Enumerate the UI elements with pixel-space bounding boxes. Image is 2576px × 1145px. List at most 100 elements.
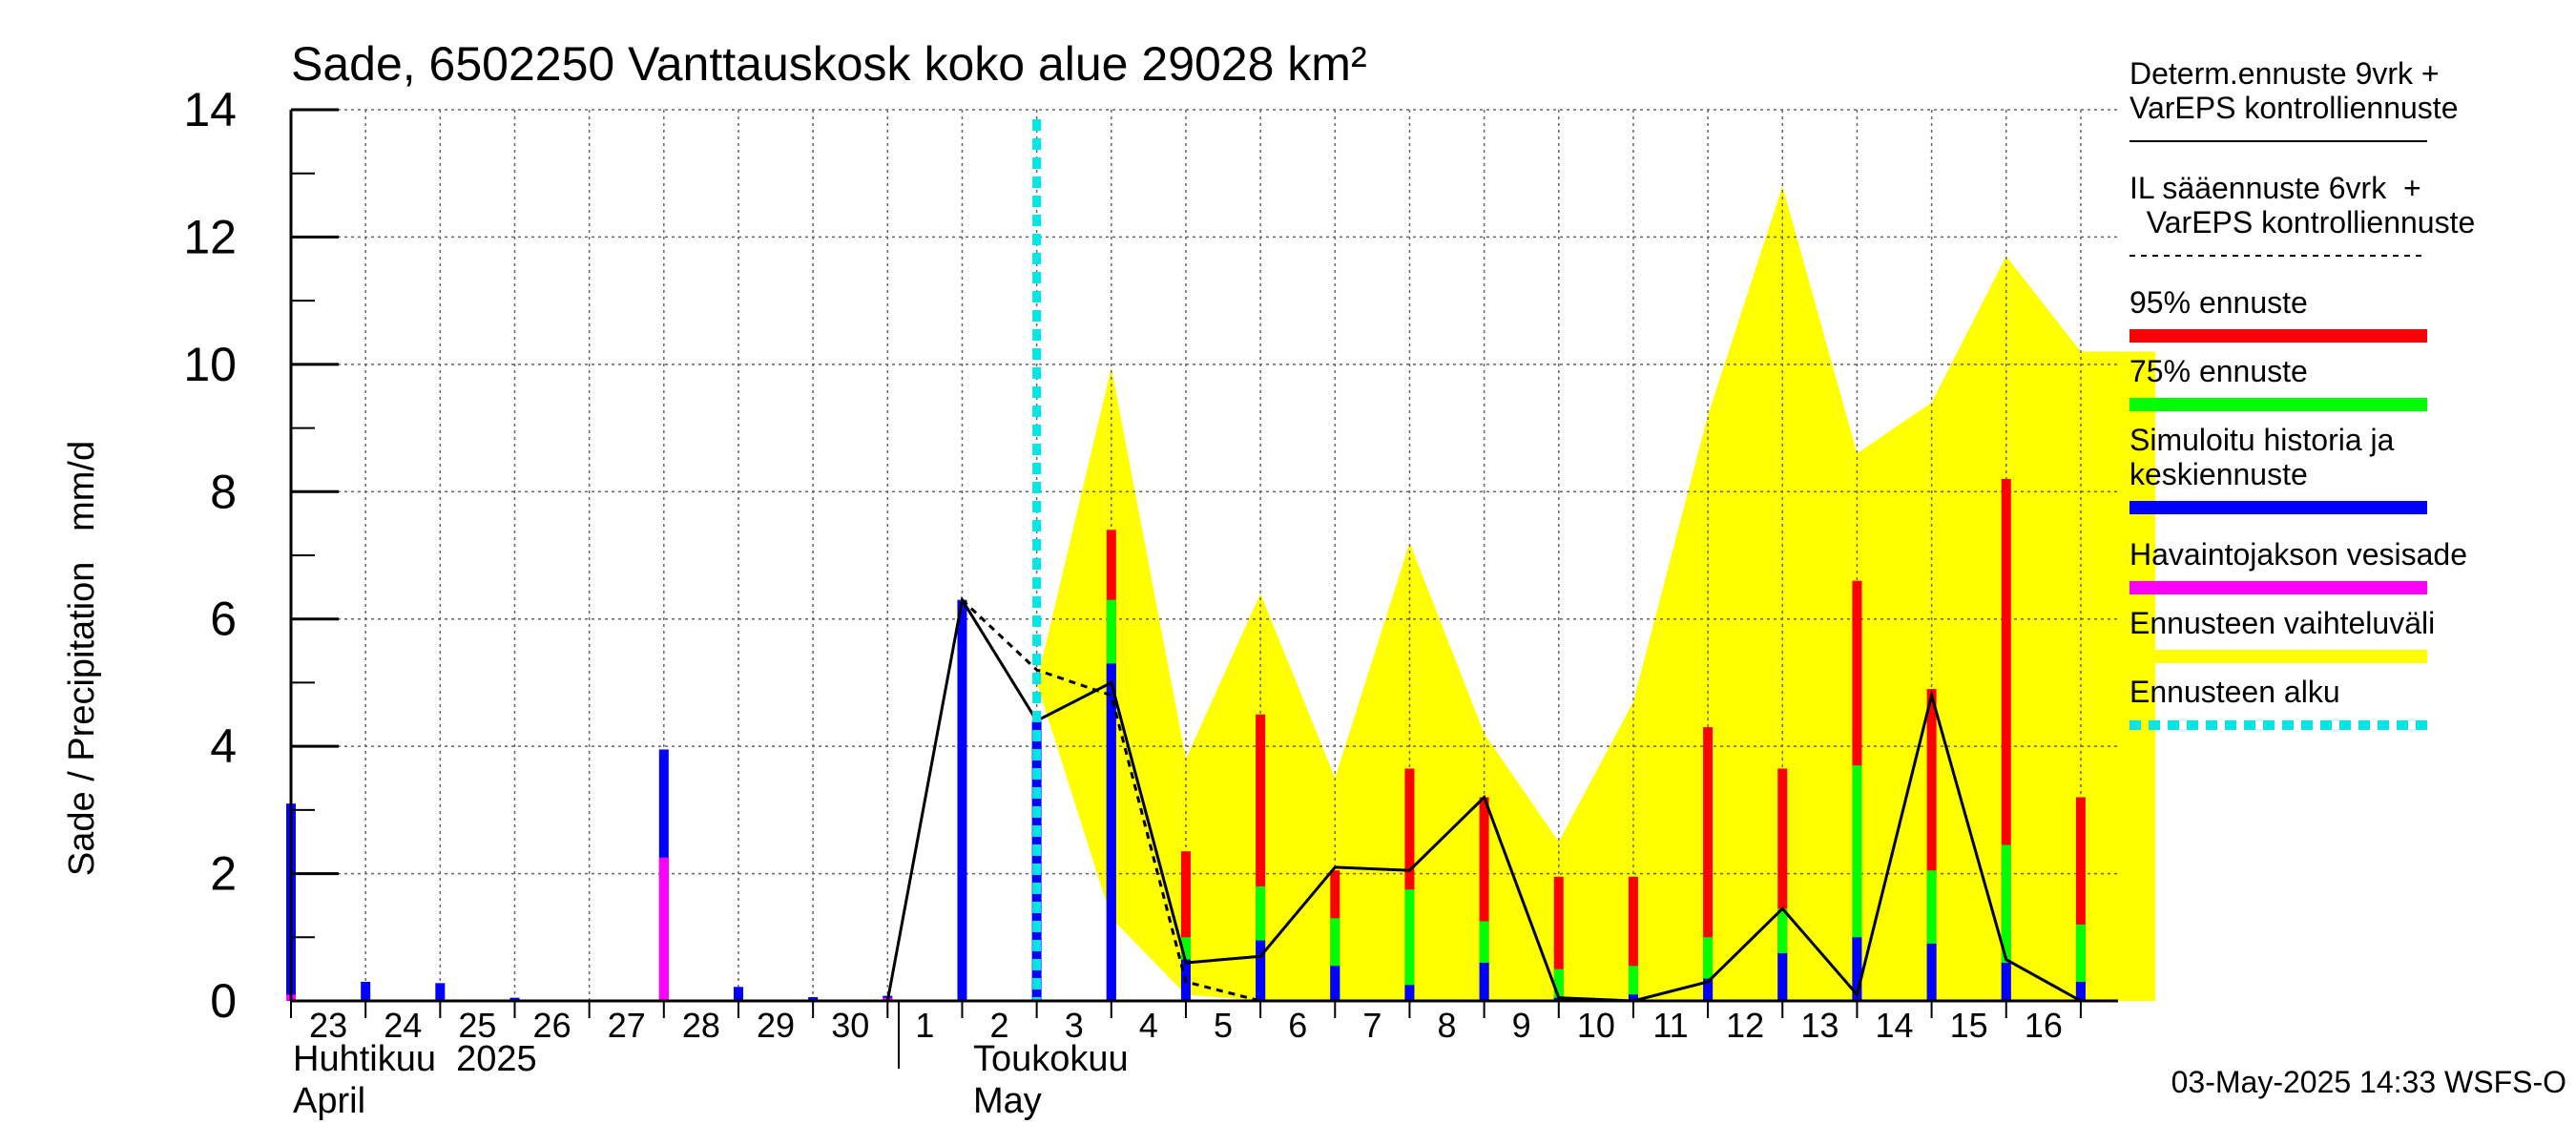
forecast-95-bar-20 [1777, 768, 1788, 1001]
x-tick-label-9: 9 [1512, 1006, 1531, 1045]
legend-label-2-line-0: 95% ennuste [2129, 285, 2308, 320]
month-label-april-en: April [293, 1081, 365, 1121]
forecast-75-bar-16 [1479, 921, 1489, 1001]
x-tick-label-8: 8 [1438, 1006, 1457, 1045]
x-tick-label-27: 27 [608, 1006, 646, 1045]
forecast-75-bar-19 [1703, 937, 1714, 1001]
forecast-median-bar-22 [1926, 943, 1937, 1001]
history-bar-24 [361, 981, 371, 1001]
x-tick-label-12: 12 [1726, 1006, 1764, 1045]
forecast-median-bar-15 [1404, 985, 1415, 1001]
chart-title: Sade, 6502250 Vanttauskosk koko alue 290… [291, 37, 1367, 91]
forecast-range-band-layer [1036, 186, 2156, 1002]
forecast-median-bar-14 [1330, 966, 1340, 1001]
x-tick-label-29: 29 [757, 1006, 795, 1045]
forecast-75-bar-21 [1852, 765, 1862, 1001]
forecast-75-bar-22 [1926, 870, 1937, 1001]
history-bar-29 [733, 987, 743, 1001]
footer-timestamp: 03-May-2025 14:33 WSFS-O [2171, 1065, 2566, 1099]
forecast-95-bar-17 [1553, 876, 1564, 1001]
forecast-95-bar-22 [1926, 689, 1937, 1001]
x-tick-label-26: 26 [533, 1006, 571, 1045]
month-label-april-fi: Huhtikuu 2025 [293, 1039, 537, 1079]
legend-label-4-line-1: keskiennuste [2129, 457, 2308, 491]
legend: Determ.ennuste 9vrk +VarEPS kontrollienn… [2129, 56, 2475, 730]
forecast-75-bar-23 [2001, 844, 2011, 1001]
forecast-median-bar-19 [1703, 978, 1714, 1001]
x-tick-label-7: 7 [1362, 1006, 1381, 1045]
x-tick-label-14: 14 [1875, 1006, 1913, 1045]
legend-label-0-line-1: VarEPS kontrolliennuste [2129, 91, 2458, 125]
y-tick-label-12: 12 [183, 210, 237, 263]
observed-bar-28 [658, 857, 669, 1001]
y-tick-label-4: 4 [210, 719, 237, 773]
forecast-95-bar-13 [1256, 714, 1266, 1001]
y-axis-label: Sade / Precipitation mm/d [62, 441, 102, 876]
legend-label-1-line-1: VarEPS kontrolliennuste [2129, 205, 2475, 239]
forecast-95-bar-12 [1180, 851, 1191, 1001]
legend-label-7-line-0: Ennusteen alku [2129, 675, 2340, 709]
axes [289, 108, 2118, 1069]
forecast-median-bar-23 [2001, 962, 2011, 1001]
history-bar-26 [509, 997, 520, 1001]
forecast-75-bar-17 [1553, 968, 1564, 1001]
y-tick-label-2: 2 [210, 847, 237, 901]
legend-label-3-line-0: 75% ennuste [2129, 354, 2308, 388]
x-tick-label-2: 2 [990, 1006, 1009, 1045]
forecast-median-bar-18 [1628, 994, 1638, 1001]
history-bar-30 [808, 996, 819, 1001]
forecast-95-bar-23 [2001, 478, 2011, 1001]
forecast-75-bar-15 [1404, 889, 1415, 1001]
legend-label-4-line-0: Simuloitu historia ja [2129, 423, 2395, 457]
x-tick-label-15: 15 [1950, 1006, 1988, 1045]
history-bar-3 [1031, 720, 1042, 1001]
bar-layer [286, 478, 2086, 1001]
legend-label-6-line-0: Ennusteen vaihteluväli [2129, 606, 2435, 640]
forecast-75-bar-14 [1330, 918, 1340, 1001]
y-tick-label-6: 6 [210, 593, 237, 646]
month-label-may-fi: Toukokuu [973, 1039, 1129, 1079]
history-bar-2 [957, 599, 967, 1001]
forecast-95-bar-18 [1628, 876, 1638, 1001]
x-tick-label-10: 10 [1577, 1006, 1615, 1045]
x-tick-label-5: 5 [1214, 1006, 1233, 1045]
il-forecast-line [961, 598, 2081, 1003]
forecast-median-bar-20 [1777, 952, 1788, 1001]
forecast-median-bar-21 [1852, 937, 1862, 1001]
forecast-95-bar-15 [1404, 768, 1415, 1001]
forecast-95-bar-24 [2075, 797, 2086, 1001]
legend-label-0-line-0: Determ.ennuste 9vrk + [2129, 56, 2440, 91]
line-layer [885, 119, 2082, 1003]
month-label-may-en: May [973, 1081, 1042, 1121]
forecast-median-bar-17 [1553, 997, 1564, 1001]
x-tick-label-6: 6 [1288, 1006, 1307, 1045]
x-tick-label-30: 30 [831, 1006, 869, 1045]
deterministic-forecast-line [885, 595, 2082, 1003]
y-tick-label-10: 10 [183, 338, 237, 391]
forecast-95-bar-16 [1479, 797, 1489, 1001]
y-tick-label-0: 0 [210, 974, 237, 1028]
legend-label-5-line-0: Havaintojakson vesisade [2129, 537, 2467, 572]
x-tick-label-4: 4 [1139, 1006, 1158, 1045]
forecast-median-bar-13 [1256, 940, 1266, 1001]
y-tick-label-8: 8 [210, 465, 237, 518]
forecast-range-band [1036, 186, 2156, 1002]
legend-label-1-line-0: IL sääennuste 6vrk + [2129, 171, 2421, 205]
y-tick-label-14: 14 [183, 83, 237, 136]
forecast-median-bar-11 [1106, 663, 1116, 1001]
x-tick-label-1: 1 [915, 1006, 934, 1045]
x-tick-label-16: 16 [2025, 1006, 2063, 1045]
forecast-median-bar-16 [1479, 962, 1489, 1001]
forecast-75-bar-24 [2075, 924, 2086, 1001]
history-bar-25 [435, 983, 446, 1001]
x-tick-label-3: 3 [1065, 1006, 1084, 1045]
x-tick-label-25: 25 [458, 1006, 496, 1045]
forecast-95-bar-19 [1703, 727, 1714, 1001]
forecast-75-bar-18 [1628, 966, 1638, 1001]
x-tick-label-24: 24 [384, 1006, 422, 1045]
x-tick-label-23: 23 [309, 1006, 347, 1045]
x-tick-label-13: 13 [1800, 1006, 1839, 1045]
forecast-median-bar-24 [2075, 981, 2086, 1001]
